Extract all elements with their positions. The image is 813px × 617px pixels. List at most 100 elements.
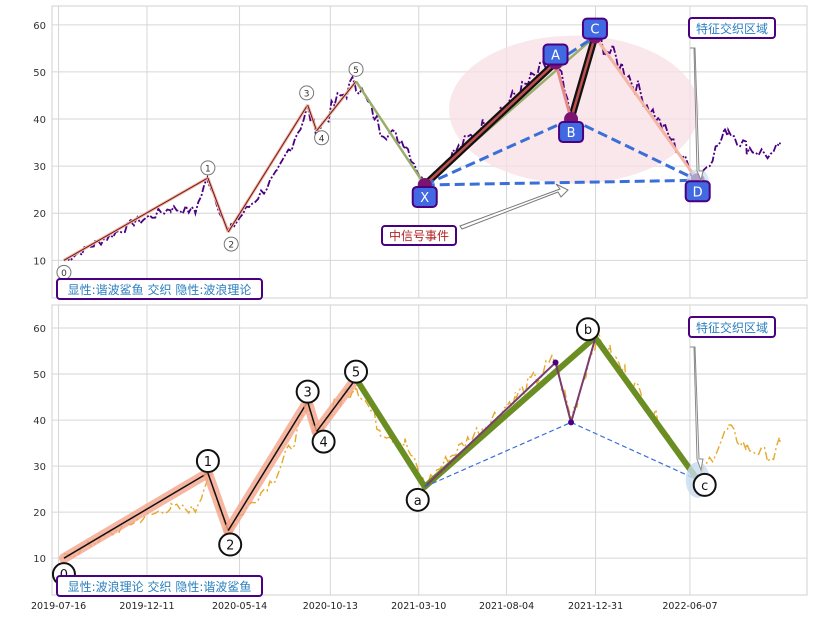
- wave-label-circle: [195, 449, 220, 474]
- wave-segment: [227, 104, 309, 233]
- corrective-segment: [593, 35, 699, 182]
- wave-segment: [63, 177, 209, 261]
- wave-label: 2: [228, 241, 234, 251]
- wave-label: 2: [226, 539, 234, 554]
- wave-label-circle: [314, 130, 330, 146]
- harmonic-label-box: [542, 43, 569, 66]
- corner-label-box: [56, 278, 263, 300]
- y-tick-label: 10: [33, 554, 46, 565]
- harmonic-dashed-connector: [570, 421, 698, 481]
- x-tick-label: 2021-08-04: [479, 601, 534, 612]
- x-tick-label: 2020-10-13: [303, 601, 358, 612]
- corrective-segment: [354, 80, 426, 186]
- zone-arrow: [690, 47, 704, 182]
- harmonic-dashed-connector: [424, 421, 572, 488]
- wave-segment: [63, 472, 209, 559]
- plot-area: [51, 5, 808, 299]
- wave-segment: [316, 81, 357, 132]
- harmonic-thin-leg: [424, 361, 557, 488]
- harmonic-label-box: [411, 185, 438, 208]
- y-tick-label: 60: [33, 324, 46, 335]
- wave-label: 5: [352, 366, 360, 381]
- y-tick-label: 50: [33, 370, 46, 381]
- corner-label-box: [56, 575, 263, 597]
- harmonic-leg-ab: [554, 62, 573, 120]
- harmonic-label-box: [684, 180, 711, 203]
- harmonic-label: B: [567, 126, 576, 141]
- x-tick-label: 2020-05-14: [212, 601, 267, 612]
- harmonic-dashed-connector: [424, 117, 572, 187]
- zone-label: 特征交织区域: [696, 21, 768, 36]
- x-tick-label: 2021-03-10: [391, 601, 446, 612]
- wave-label: 5: [353, 66, 359, 76]
- zone-label-box: [688, 17, 776, 39]
- corner-label: 显性:波浪理论 交织 隐性:谐波鲨鱼: [68, 579, 252, 594]
- x-tick-label: 2019-12-11: [119, 601, 174, 612]
- wave-label: 1: [205, 164, 211, 174]
- wave-label: a: [414, 494, 422, 509]
- price-series-line: [63, 26, 781, 263]
- harmonic-leg-inner: [423, 61, 557, 186]
- y-tick-label: 10: [33, 256, 46, 267]
- harmonic-dashed-connector: [424, 178, 698, 187]
- harmonic-label: D: [693, 185, 703, 200]
- harmonic-dashed-connector: [570, 117, 699, 182]
- harmonic-label: A: [551, 49, 560, 64]
- corner-label: 显性:谐波鲨鱼 交织 隐性:波浪理论: [68, 282, 252, 297]
- harmonic-label: X: [420, 191, 429, 206]
- x-tick-label: 2021-12-31: [568, 601, 623, 612]
- wave-label: 3: [304, 89, 310, 99]
- zone-label: 特征交织区域: [696, 320, 768, 335]
- signal-label: 中信号事件: [389, 228, 449, 243]
- wave-label-circle: [295, 379, 320, 404]
- wave-label-circle: [405, 487, 430, 512]
- harmonic-label-box: [581, 17, 608, 40]
- wave-label-circle: [348, 61, 364, 77]
- y-tick-label: 60: [33, 21, 46, 32]
- wave-label: c: [701, 479, 708, 494]
- wave-label-circle: [299, 85, 315, 101]
- x-tick-label: 2022-06-07: [662, 601, 717, 612]
- corrective-segment: [421, 334, 598, 490]
- wave-label-circle: [344, 359, 369, 384]
- harmonic-vertex-dot: [552, 359, 559, 366]
- wave-segment: [307, 104, 318, 131]
- harmonic-label: C: [590, 23, 599, 38]
- wave-label: b: [584, 323, 592, 338]
- wave-segment: [207, 472, 229, 531]
- wave-segment: [207, 177, 229, 233]
- y-tick-label: 30: [33, 162, 46, 173]
- x-tick-label: 2019-07-16: [31, 601, 86, 612]
- corrective-segment: [591, 334, 701, 483]
- y-tick-label: 40: [33, 416, 46, 427]
- wave-segment: [227, 401, 309, 531]
- signal-label-box: [381, 225, 457, 246]
- wave-label-circle: [223, 236, 239, 252]
- wave-label: 4: [319, 436, 327, 451]
- harmonic-vertex-dot: [568, 419, 575, 426]
- zone-arrow: [690, 346, 704, 472]
- harmonic-thin-leg: [554, 362, 573, 423]
- wave-label: 0: [61, 269, 67, 279]
- signal-arrow: [459, 183, 569, 230]
- wave-segment: [316, 378, 357, 433]
- zone-label-box: [688, 316, 776, 338]
- harmonic-leg-inner: [569, 36, 597, 120]
- wave-label: 4: [319, 134, 325, 144]
- plot-area: [51, 304, 808, 596]
- y-tick-label: 30: [33, 462, 46, 473]
- harmonic-thin-leg: [570, 339, 596, 423]
- wave-label: 3: [304, 386, 312, 401]
- wave-label-circle: [575, 317, 600, 342]
- wave-label-circle: [692, 472, 717, 497]
- y-tick-label: 40: [33, 115, 46, 126]
- y-tick-label: 20: [33, 508, 46, 519]
- corrective-segment: [353, 375, 428, 490]
- wave-label-circle: [311, 429, 336, 454]
- wave-label-circle: [218, 532, 243, 557]
- bottom-chart-panel: 102030405060012345abc2019-07-162019-12-1…: [31, 304, 808, 612]
- harmonic-label-box: [558, 121, 585, 144]
- y-tick-label: 20: [33, 209, 46, 220]
- y-tick-label: 50: [33, 68, 46, 79]
